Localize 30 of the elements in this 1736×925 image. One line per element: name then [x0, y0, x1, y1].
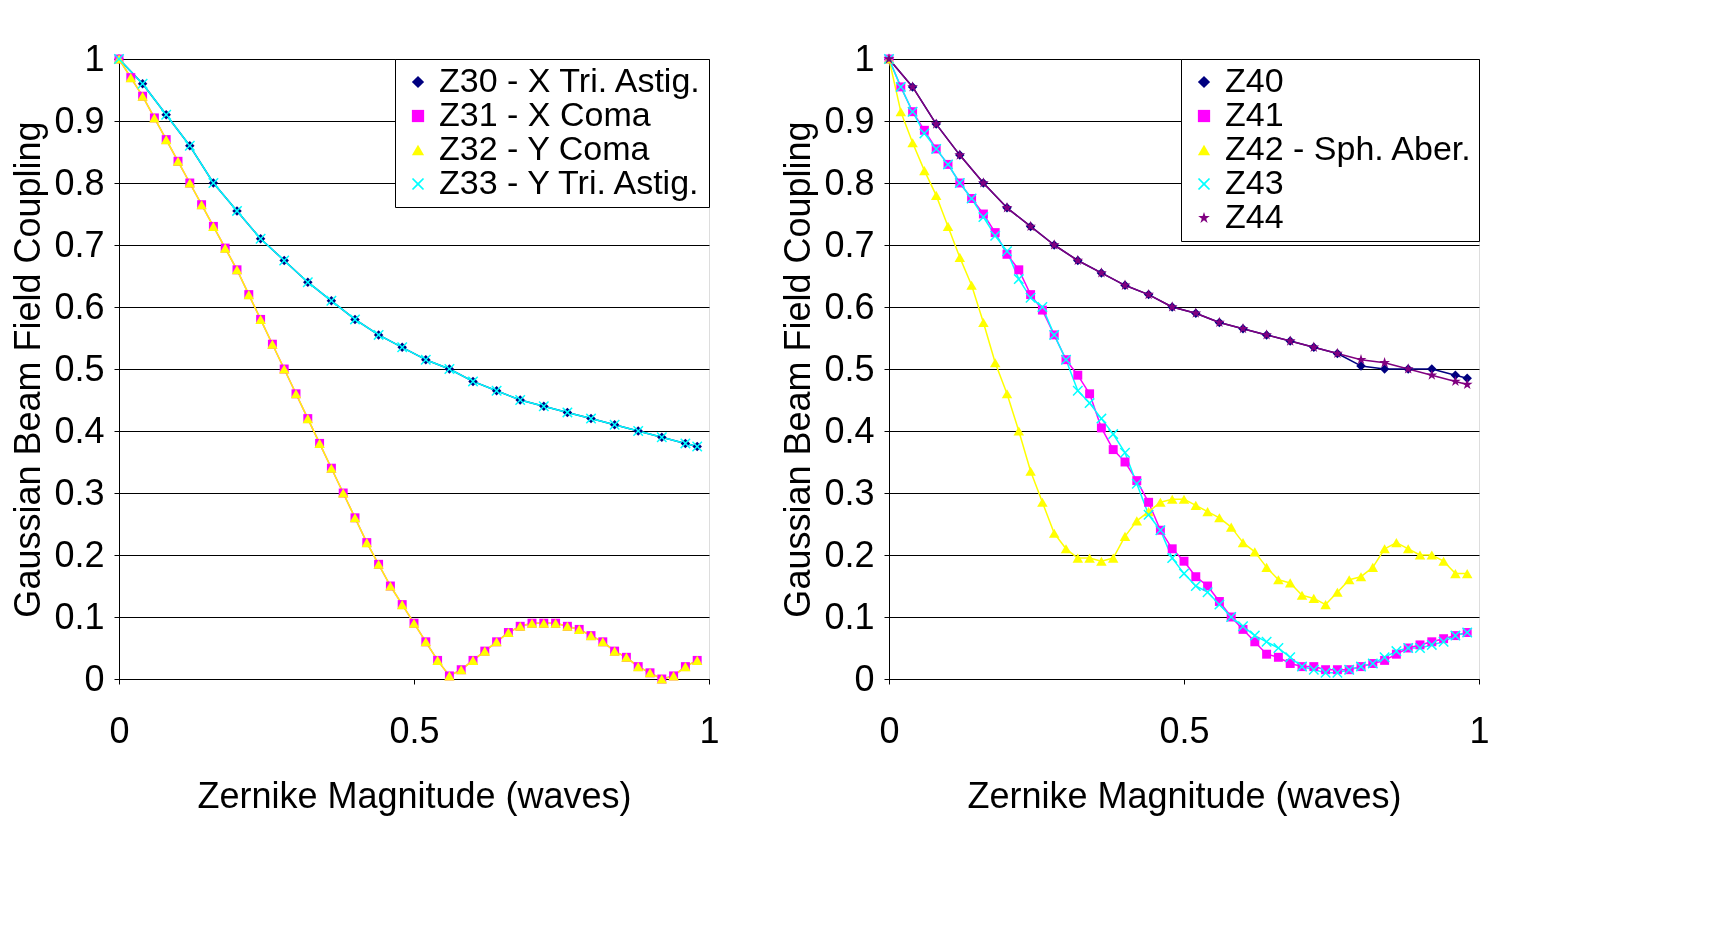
y-tick-label: 0.9 — [54, 99, 105, 141]
y-tick-label: 0.8 — [824, 161, 875, 203]
x-tick-label: 0.5 — [389, 709, 440, 751]
x-axis-title: Zernike Magnitude (waves) — [967, 774, 1402, 816]
y-tick-label: 1 — [854, 37, 875, 79]
y-tick-label: 0.2 — [54, 533, 105, 575]
x-axis-title: Zernike Magnitude (waves) — [197, 774, 632, 816]
y-tick-label: 0.9 — [824, 99, 875, 141]
y-tick-label: 0.4 — [824, 409, 875, 451]
y-tick-label: 0.5 — [824, 347, 875, 389]
x-tick-label: 0.5 — [1159, 709, 1210, 751]
y-tick-label: 0.4 — [54, 409, 105, 451]
y-tick-label: 0.3 — [54, 471, 105, 513]
y-tick-label: 0.3 — [824, 471, 875, 513]
y-tick-label: 0 — [854, 657, 875, 699]
y-tick-label: 0.2 — [824, 533, 875, 575]
y-tick-label: 0.7 — [824, 223, 875, 265]
y-tick-label: 0.6 — [824, 285, 875, 327]
y-axis-title: Gaussian Beam Field Coupling — [7, 121, 49, 618]
y-axis-title: Gaussian Beam Field Coupling — [777, 121, 819, 618]
y-tick-label: 0.6 — [54, 285, 105, 327]
x-tick-label: 1 — [699, 709, 720, 751]
y-tick-label: 1 — [84, 37, 105, 79]
y-tick-label: 0.8 — [54, 161, 105, 203]
x-tick-label: 1 — [1469, 709, 1490, 751]
y-tick-label: 0.7 — [54, 223, 105, 265]
y-tick-label: 0 — [84, 657, 105, 699]
y-tick-label: 0.5 — [54, 347, 105, 389]
y-tick-label: 0.1 — [54, 595, 105, 637]
y-tick-label: 0.1 — [824, 595, 875, 637]
